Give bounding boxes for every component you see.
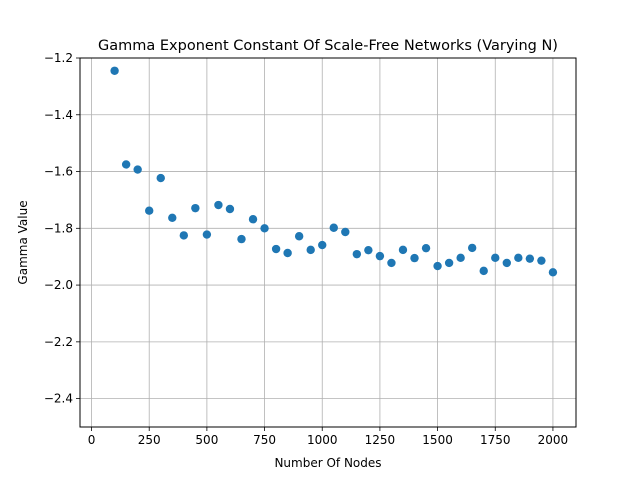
data-point	[260, 224, 269, 233]
data-points	[110, 66, 558, 277]
data-point	[421, 243, 431, 253]
data-point	[156, 173, 165, 183]
data-point	[294, 232, 304, 241]
data-point	[479, 266, 488, 276]
data-point	[248, 215, 258, 224]
data-point	[271, 244, 281, 254]
data-point	[214, 200, 223, 210]
data-point	[110, 66, 119, 75]
data-point	[537, 256, 546, 265]
y-tick-label: −1.4	[44, 108, 73, 122]
y-tick-label: −1.2	[44, 51, 73, 65]
data-point	[525, 254, 535, 263]
x-tick-label: 1750	[480, 433, 511, 447]
y-axis-ticks: −2.4 −2.2 −2.0 −1.8 −1.6 −1.4 −1.2	[44, 51, 80, 406]
data-point	[444, 258, 454, 268]
x-tick-label: 1500	[422, 433, 453, 447]
data-point	[237, 234, 246, 244]
data-point	[225, 204, 235, 214]
x-tick-label: 1250	[365, 433, 396, 447]
y-tick-label: −1.8	[44, 221, 73, 235]
data-point	[456, 253, 465, 263]
data-point	[318, 240, 327, 250]
y-tick-label: −2.4	[44, 392, 73, 406]
data-point	[179, 231, 189, 240]
data-point	[329, 223, 338, 232]
data-point	[352, 249, 362, 259]
y-axis-label: Gamma Value	[16, 200, 30, 284]
x-tick-label: 500	[195, 433, 218, 447]
data-point	[133, 165, 142, 174]
data-point	[491, 253, 500, 263]
data-point	[467, 243, 477, 253]
data-point	[548, 268, 558, 277]
chart-title: Gamma Exponent Constant Of Scale-Free Ne…	[98, 38, 558, 54]
x-tick-label: 0	[88, 433, 96, 447]
data-point	[375, 251, 385, 261]
data-point	[514, 253, 523, 263]
y-tick-label: −1.6	[44, 165, 73, 179]
data-point	[341, 227, 350, 237]
data-point	[410, 253, 419, 263]
data-point	[202, 230, 212, 239]
data-point	[387, 258, 396, 268]
x-tick-label: 1000	[307, 433, 338, 447]
x-axis-ticks: 0 250 500 750 1000 1250 1500 1750 2000	[88, 427, 568, 447]
x-axis-label: Number Of Nodes	[274, 456, 381, 470]
grid	[80, 57, 576, 427]
x-tick-label: 750	[253, 433, 276, 447]
data-point	[283, 248, 292, 258]
data-point	[145, 206, 154, 215]
y-tick-label: −2.0	[44, 278, 73, 292]
plot-frame	[79, 57, 577, 428]
x-tick-label: 2000	[538, 433, 569, 447]
x-tick-label: 250	[138, 433, 161, 447]
data-point	[121, 160, 131, 169]
data-point	[191, 203, 200, 213]
data-point	[306, 245, 315, 255]
data-point	[168, 213, 177, 223]
y-tick-label: −2.2	[44, 335, 73, 349]
data-point	[433, 261, 442, 271]
data-point	[364, 245, 373, 255]
data-point	[398, 245, 408, 255]
data-point	[502, 258, 511, 268]
